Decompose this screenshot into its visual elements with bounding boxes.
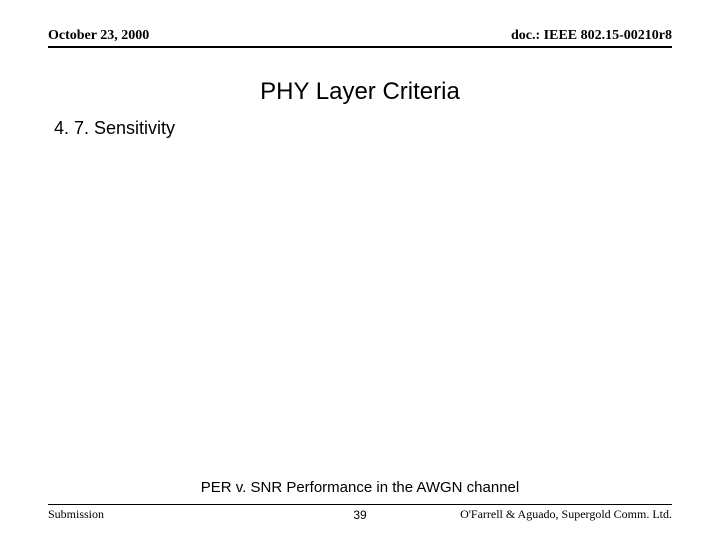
figure-caption: PER v. SNR Performance in the AWGN chann… [0,479,720,496]
footer-bar: Submission 39 O'Farrell & Aguado, Superg… [48,504,672,522]
section-heading: 4. 7. Sensitivity [54,118,175,139]
footer-left-label: Submission [48,507,104,522]
slide-page: October 23, 2000 doc.: IEEE 802.15-00210… [0,0,720,540]
footer-page-number: 39 [353,508,366,522]
page-title: PHY Layer Criteria [0,78,720,106]
footer-authors: O'Farrell & Aguado, Supergold Comm. Ltd. [460,507,672,522]
header-date: October 23, 2000 [48,28,149,44]
header-bar: October 23, 2000 doc.: IEEE 802.15-00210… [48,28,672,48]
header-doc-id: doc.: IEEE 802.15-00210r8 [511,28,672,44]
